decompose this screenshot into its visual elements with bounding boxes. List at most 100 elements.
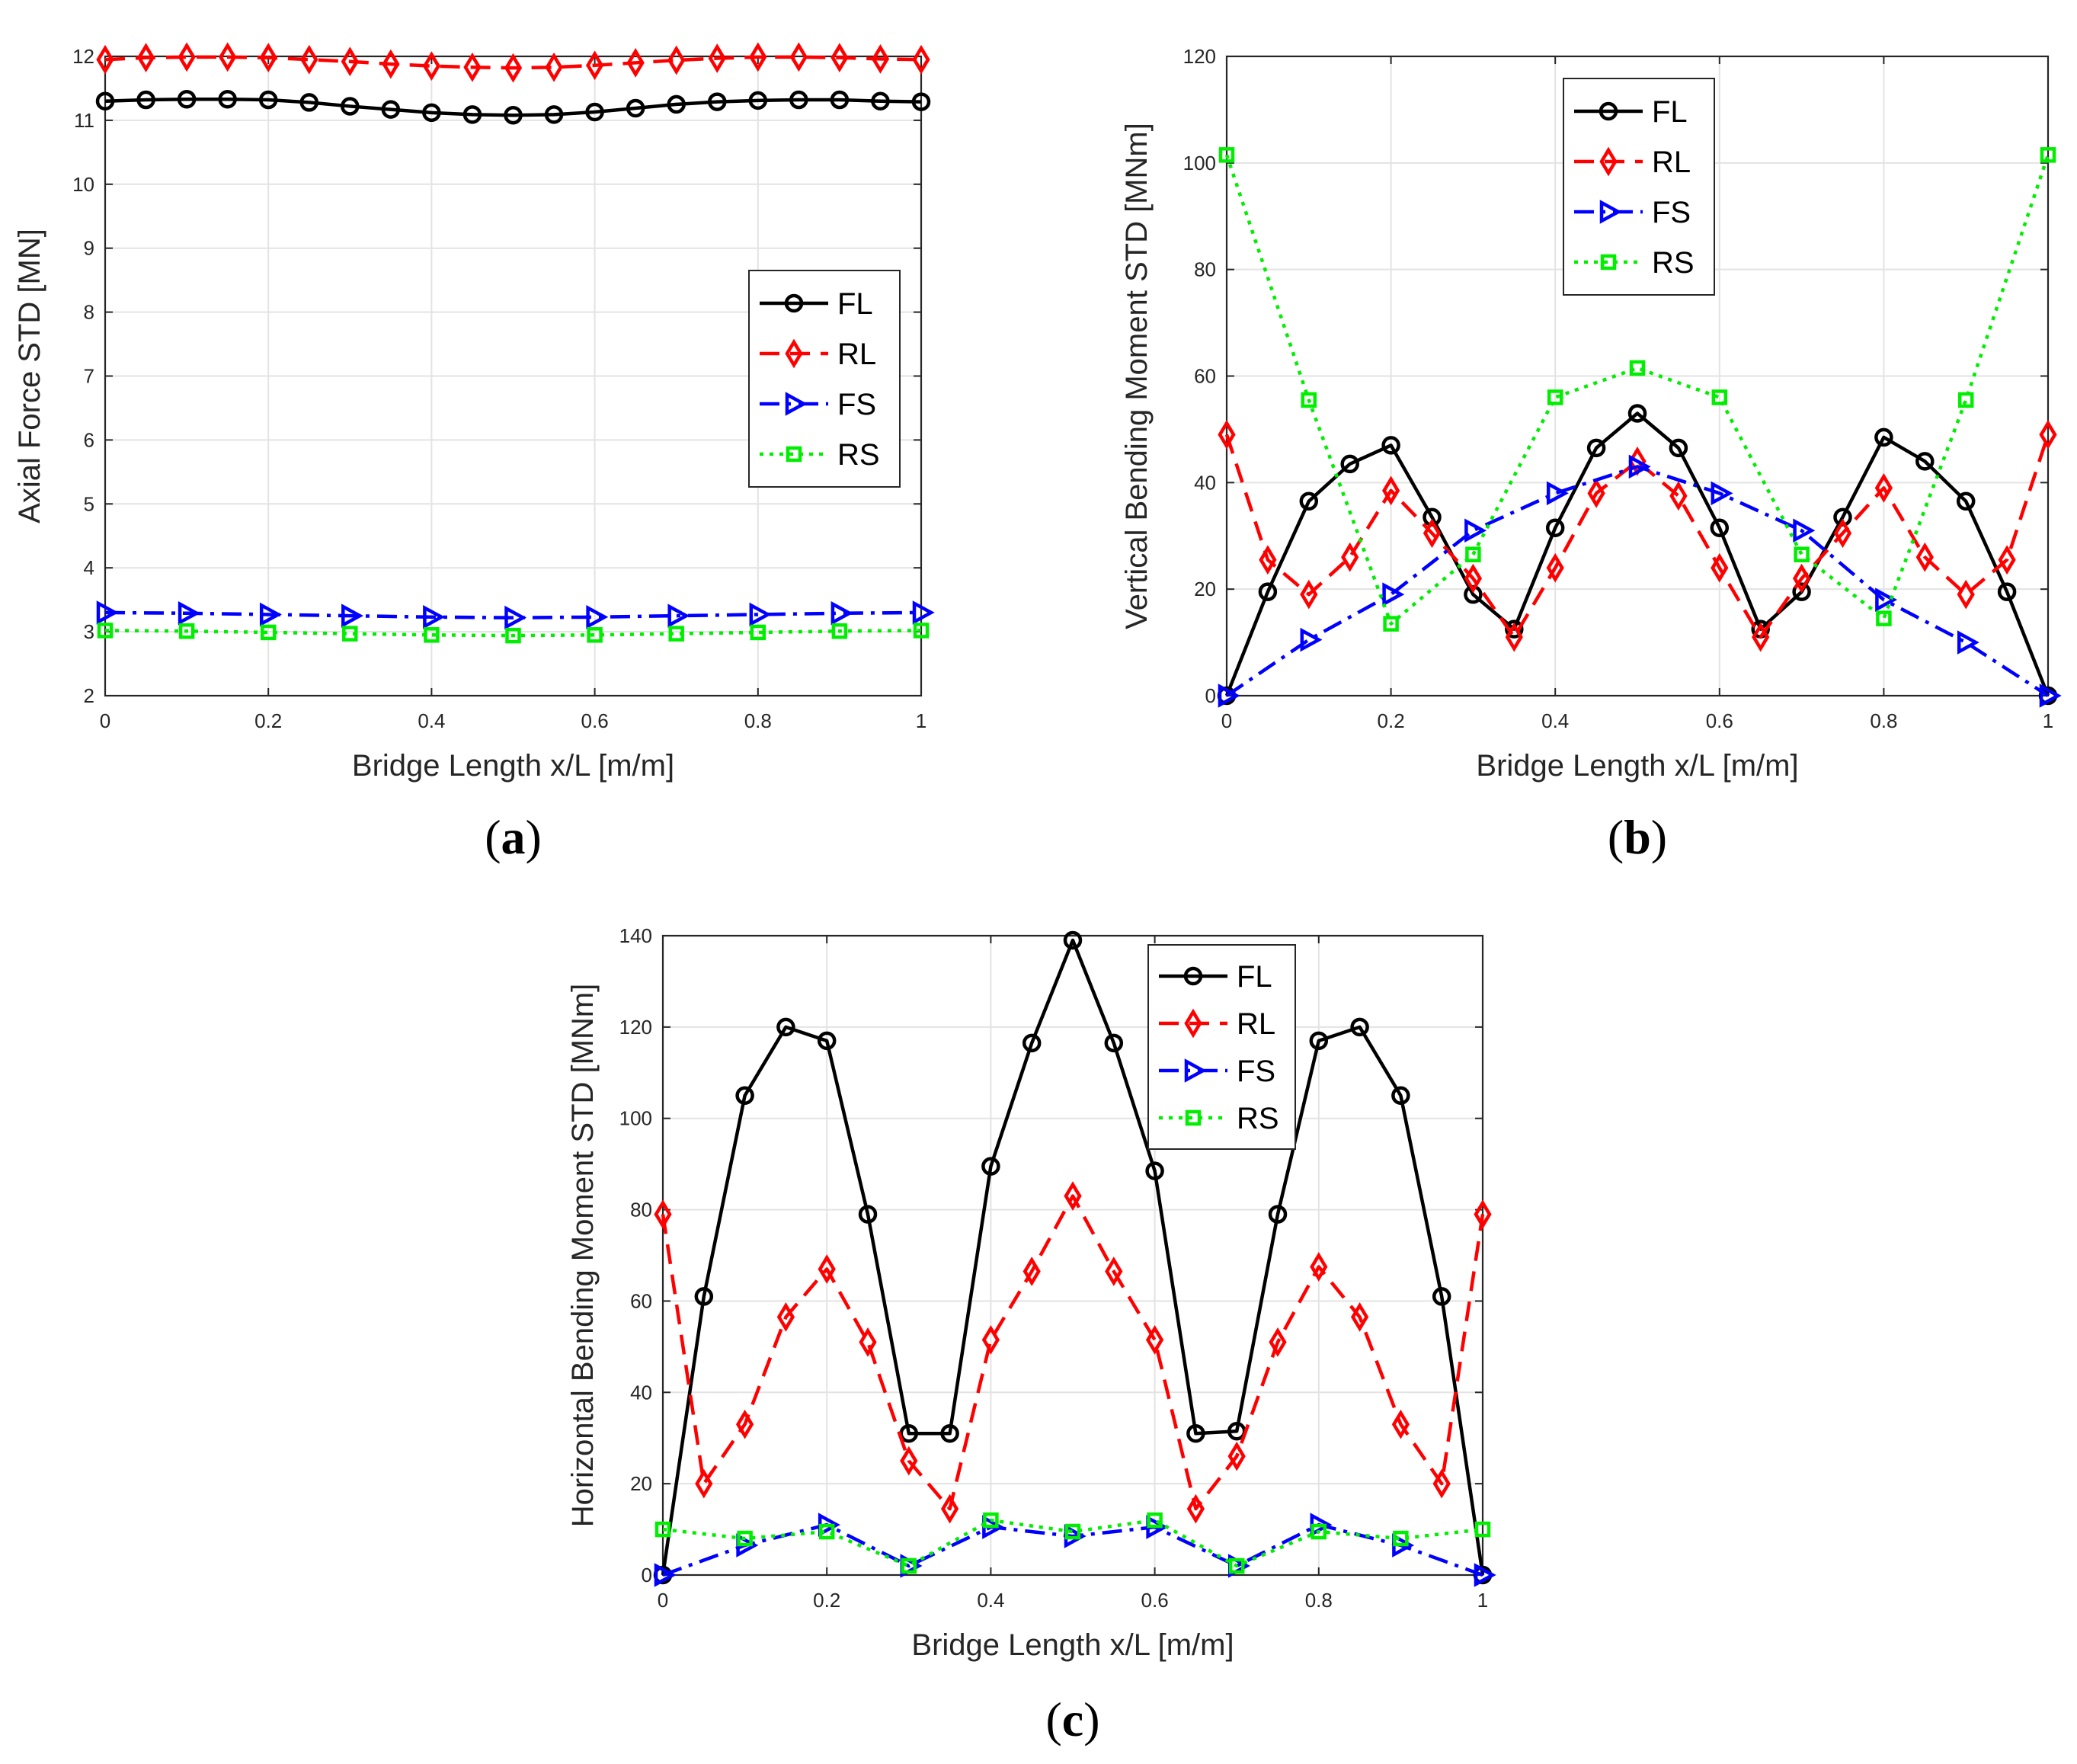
data-point-FL — [1792, 582, 1811, 601]
panel-label: (b) — [1608, 810, 1667, 864]
legend-label-FS: FS — [1652, 196, 1691, 229]
data-point-RL — [382, 49, 400, 79]
data-point-RL — [1998, 545, 2016, 575]
data-point-RS — [1064, 1523, 1081, 1540]
legend-label-RL: RL — [1652, 146, 1691, 179]
data-point-FL — [136, 90, 155, 110]
x-tick-label: 0.6 — [1706, 709, 1733, 732]
y-axis-label: Vertical Bending Moment STD [MNm] — [1120, 123, 1154, 629]
legend-label-RS: RS — [1652, 246, 1695, 280]
data-point-RS — [1393, 1530, 1409, 1547]
legend-marker-RS — [786, 446, 802, 463]
data-point-RL — [1432, 1468, 1451, 1499]
x-axis-label: Bridge Length x/L [m/m] — [352, 749, 674, 783]
data-point-FS — [586, 605, 609, 629]
y-tick-label: 60 — [1194, 365, 1216, 388]
series-line-FL — [1224, 411, 2050, 696]
panel-label-close: ) — [526, 810, 542, 864]
data-point-RL — [1310, 1252, 1328, 1282]
data-point-RS — [1147, 1512, 1163, 1529]
data-point-RL — [1669, 481, 1688, 511]
legend-box — [1563, 78, 1715, 296]
x-axis-label: Bridge Length x/L [m/m] — [1476, 749, 1798, 783]
data-point-FS — [341, 603, 363, 628]
data-point-FL — [1997, 582, 2017, 601]
data-point-FL — [694, 1287, 714, 1306]
data-point-FL — [422, 103, 441, 123]
data-point-FS — [259, 602, 282, 627]
data-point-RL — [219, 42, 237, 72]
x-tick-label: 0.2 — [813, 1589, 840, 1612]
data-point-FL — [299, 93, 318, 112]
data-point-FL — [218, 89, 237, 109]
data-point-RS — [913, 623, 930, 639]
data-point-FS — [830, 600, 853, 626]
legend-marker-FL — [1599, 101, 1618, 121]
data-point-RL — [1145, 1324, 1164, 1355]
data-point-RS — [2040, 147, 2056, 163]
data-point-RL — [626, 48, 645, 78]
data-point-RS — [654, 1521, 671, 1538]
y-tick-label: 100 — [1183, 152, 1216, 174]
data-point-FL — [871, 91, 890, 110]
x-tick-label: 0 — [658, 1589, 668, 1612]
series-line-RL — [104, 55, 922, 70]
data-point-FL — [1268, 1205, 1288, 1224]
data-point-RL — [300, 44, 318, 75]
data-point-FL — [1104, 1033, 1124, 1053]
data-point-RS — [1465, 546, 1481, 562]
y-tick-label: 6 — [84, 428, 94, 451]
data-point-RL — [2039, 420, 2057, 450]
series-line-RL — [661, 1194, 1485, 1511]
data-point-RL — [1350, 1302, 1369, 1332]
data-point-RL — [1186, 1493, 1205, 1524]
data-point-FS — [1957, 630, 1979, 655]
data-point-FS — [912, 600, 935, 625]
data-point-RL — [545, 52, 563, 82]
y-tick-label: 120 — [619, 1016, 652, 1039]
data-point-RS — [97, 623, 114, 639]
data-point-FL — [1956, 491, 1976, 511]
data-point-FL — [1545, 518, 1565, 538]
panel-label: (c) — [1045, 1692, 1099, 1746]
series-line-RS — [104, 629, 922, 638]
data-point-FL — [1063, 930, 1083, 950]
series-line-FS — [104, 610, 922, 619]
data-point-FL — [1022, 1033, 1042, 1053]
data-point-RS — [668, 626, 684, 642]
y-axis-label: Horizontal Bending Moment STD [MNm] — [566, 984, 600, 1528]
y-tick-label: 11 — [74, 109, 94, 132]
legend-label-FS: FS — [1237, 1055, 1275, 1088]
data-point-RL — [1833, 518, 1852, 549]
x-tick-label: 1 — [916, 709, 926, 732]
series-RS — [1218, 147, 2056, 632]
y-tick-label: 40 — [630, 1381, 652, 1404]
data-point-RL — [1711, 552, 1729, 583]
data-point-RL — [96, 44, 114, 75]
x-tick-label: 1 — [2043, 709, 2053, 732]
data-point-RS — [1794, 546, 1810, 562]
data-point-RS — [1218, 147, 1235, 163]
data-point-RL — [463, 52, 482, 82]
data-point-RL — [1218, 420, 1236, 450]
data-point-FL — [1145, 1161, 1164, 1180]
y-tick-label: 12 — [72, 45, 94, 68]
data-point-RS — [818, 1523, 835, 1540]
data-point-RS — [737, 1530, 753, 1547]
data-point-FS — [423, 605, 446, 629]
data-point-RS — [587, 627, 603, 643]
data-point-RL — [1391, 1409, 1410, 1439]
data-point-RL — [789, 42, 808, 72]
legend-label-FL: FL — [1652, 95, 1688, 129]
x-tick-label: 0.8 — [1870, 709, 1897, 732]
data-point-FS — [667, 603, 690, 628]
data-point-RL — [1259, 545, 1277, 575]
data-point-RL — [259, 43, 277, 73]
data-point-FS — [1628, 454, 1651, 479]
axes-box — [661, 934, 1484, 1577]
series-RS — [97, 623, 930, 644]
data-point-FS — [1300, 627, 1323, 652]
data-point-RL — [912, 44, 930, 75]
data-point-FL — [177, 89, 197, 109]
